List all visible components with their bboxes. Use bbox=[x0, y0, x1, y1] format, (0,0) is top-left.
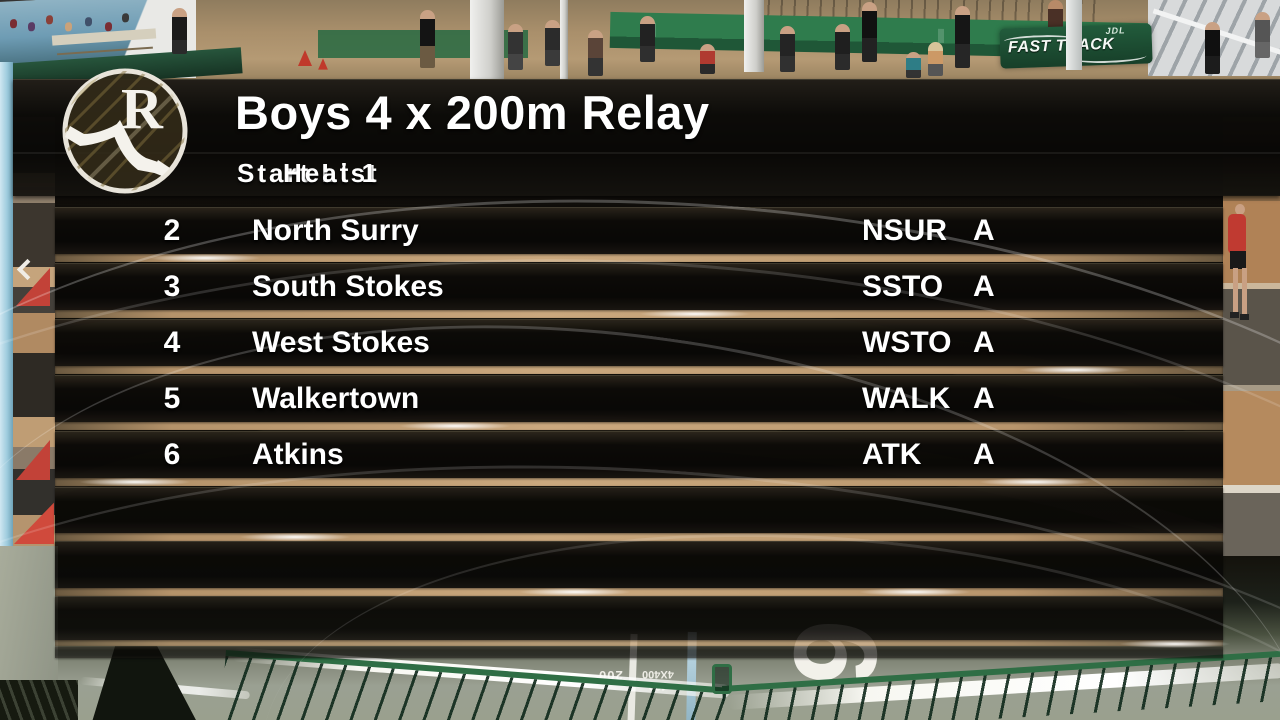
pillar bbox=[470, 0, 504, 79]
person bbox=[545, 20, 560, 66]
lane-number: 2 bbox=[163, 214, 181, 247]
blue-pillar bbox=[0, 62, 13, 550]
traffic-cone bbox=[298, 50, 312, 66]
row-separator bbox=[55, 310, 1223, 318]
team-code: NSUR bbox=[862, 214, 948, 247]
person bbox=[835, 24, 850, 70]
row-separator bbox=[55, 422, 1223, 430]
lane-number: 5 bbox=[163, 382, 181, 415]
person bbox=[862, 2, 877, 62]
start-list-row: 6 Atkins ATK A bbox=[55, 431, 1223, 478]
empty-row bbox=[55, 646, 1223, 658]
start-list-row: 3 South Stokes SSTO A bbox=[55, 263, 1223, 310]
start-list-row: 2 North Surry NSUR A bbox=[55, 207, 1223, 254]
runner-logo: R bbox=[58, 64, 192, 198]
white-pole bbox=[1066, 0, 1082, 70]
lane-number: 3 bbox=[163, 270, 181, 303]
row-separator bbox=[55, 478, 1223, 486]
event-title: Boys 4 x 200m Relay bbox=[235, 86, 710, 139]
person bbox=[780, 26, 795, 72]
team-name: Atkins bbox=[252, 438, 344, 471]
team-name: North Surry bbox=[252, 214, 419, 247]
sign-jdl-text: JDL bbox=[1105, 25, 1126, 36]
lane-number: 4 bbox=[163, 326, 181, 359]
post bbox=[560, 0, 568, 79]
team-name: South Stokes bbox=[252, 270, 444, 303]
person bbox=[640, 16, 655, 62]
separator-glint bbox=[240, 533, 350, 541]
runner-figure: R bbox=[65, 76, 170, 176]
separator-glint bbox=[1020, 366, 1130, 374]
team-code: WALK bbox=[862, 382, 951, 415]
separator-glint bbox=[150, 254, 260, 262]
start-list-row: 4 West Stokes WSTO A bbox=[55, 319, 1223, 366]
athlete-leg bbox=[1242, 268, 1247, 316]
header-divider bbox=[13, 152, 1280, 154]
traffic-cone bbox=[318, 58, 328, 70]
team-code: WSTO bbox=[862, 326, 952, 359]
athlete bbox=[1235, 204, 1245, 215]
heat-label: Heat 1 bbox=[283, 158, 380, 188]
separator-glint bbox=[640, 310, 750, 318]
separator-glint bbox=[1120, 640, 1230, 648]
fence-joint bbox=[712, 664, 732, 694]
separator-glint bbox=[520, 588, 630, 596]
distant-runners bbox=[10, 18, 17, 29]
row-separator bbox=[55, 366, 1223, 374]
athlete-shorts bbox=[1230, 251, 1246, 269]
squad-letter: A bbox=[973, 438, 995, 471]
child bbox=[906, 52, 921, 78]
separator-glint bbox=[980, 478, 1090, 486]
athlete-leg bbox=[1233, 268, 1238, 314]
empty-row bbox=[55, 596, 1223, 640]
start-list-row: 5 Walkertown WALK A bbox=[55, 375, 1223, 422]
row-separator bbox=[55, 254, 1223, 262]
person bbox=[1205, 22, 1220, 74]
infield-scene: JDL FAST TRACK bbox=[0, 0, 1280, 79]
separator-glint bbox=[80, 478, 190, 486]
list-type-label: Start List bbox=[237, 158, 380, 188]
row-separator bbox=[55, 640, 1223, 646]
row-separator bbox=[55, 588, 1223, 596]
row-separator bbox=[55, 533, 1223, 541]
starting-blocks bbox=[0, 680, 78, 720]
empty-row bbox=[55, 487, 1223, 533]
logo-letter: R bbox=[121, 76, 164, 141]
event-header-band: Boys 4 x 200m Relay Start List Heat 1 bbox=[13, 79, 1280, 196]
squad-letter: A bbox=[973, 270, 995, 303]
empty-row bbox=[55, 541, 1223, 588]
squad-letter: A bbox=[973, 214, 995, 247]
person bbox=[928, 42, 943, 76]
team-code: ATK bbox=[862, 438, 922, 471]
person bbox=[172, 8, 187, 54]
person bbox=[588, 30, 603, 76]
team-name: Walkertown bbox=[252, 382, 420, 415]
team-code: SSTO bbox=[862, 270, 944, 303]
separator-glint bbox=[400, 422, 510, 430]
athlete-shoe bbox=[1240, 314, 1249, 320]
child bbox=[700, 44, 715, 74]
squad-letter: A bbox=[973, 382, 995, 415]
athlete-shoe bbox=[1230, 312, 1239, 318]
lane-number: 6 bbox=[163, 438, 181, 471]
separator-glint bbox=[860, 588, 970, 596]
person bbox=[955, 6, 970, 68]
person bbox=[1255, 12, 1270, 58]
person bbox=[508, 24, 523, 70]
team-name: West Stokes bbox=[252, 326, 430, 359]
squad-letter: A bbox=[973, 326, 995, 359]
athlete-jersey bbox=[1228, 214, 1246, 254]
pillar bbox=[744, 0, 764, 72]
person bbox=[420, 10, 435, 68]
